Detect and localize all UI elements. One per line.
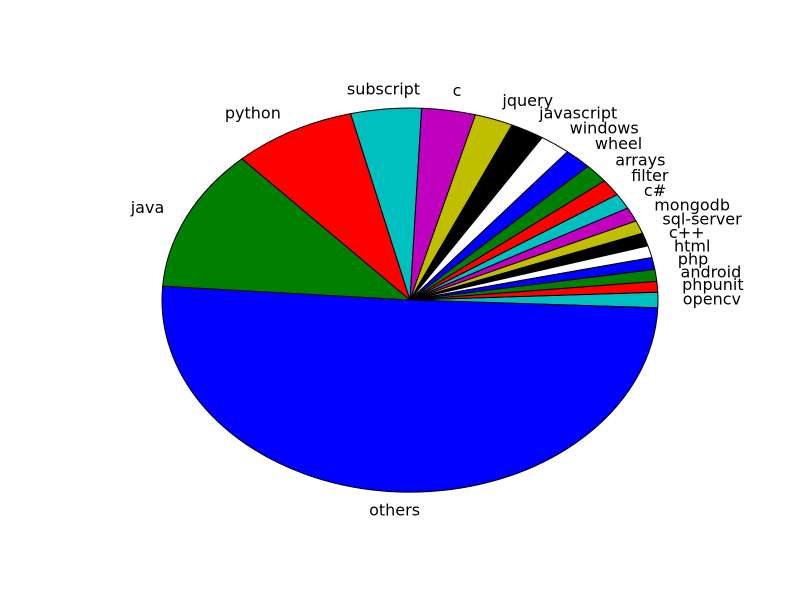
pie-slice-python — [241, 113, 411, 301]
slice-label-csharp: c# — [644, 181, 666, 200]
slice-label-javascript: javascript — [538, 103, 617, 122]
slice-label-python: python — [225, 103, 281, 122]
pie-slices — [161, 107, 659, 493]
slice-label-phpunit: phpunit — [682, 275, 743, 294]
pie-slice-phpunit — [409, 280, 659, 301]
pie-slice-others — [161, 285, 659, 493]
pie-slice-java — [162, 158, 411, 301]
pie-labels: opencv others java python subscript c jqueryja… — [130, 79, 744, 519]
slice-label-sql-server: sql-server — [662, 209, 742, 228]
slice-label-opencv: opencv — [683, 290, 741, 309]
slice-label-mongodb: mongodb — [654, 195, 730, 214]
slice-label-wheel: wheel — [595, 134, 642, 153]
slice-label-arrays: arrays — [615, 150, 665, 169]
slice-label-others: others — [369, 500, 420, 519]
slice-label-cplusplus: c++ — [669, 223, 705, 242]
slice-label-java: java — [130, 198, 165, 217]
slice-label-php: php — [678, 249, 708, 268]
slice-label-filter: filter — [631, 166, 669, 185]
slice-label-jquery: jquery — [501, 91, 553, 110]
slice-label-html: html — [674, 236, 710, 255]
slice-label-c: c — [453, 81, 462, 100]
slice-label-android: android — [681, 262, 742, 281]
slice-label-windows: windows — [570, 118, 639, 137]
slice-label-subscript: subscript — [347, 79, 420, 98]
